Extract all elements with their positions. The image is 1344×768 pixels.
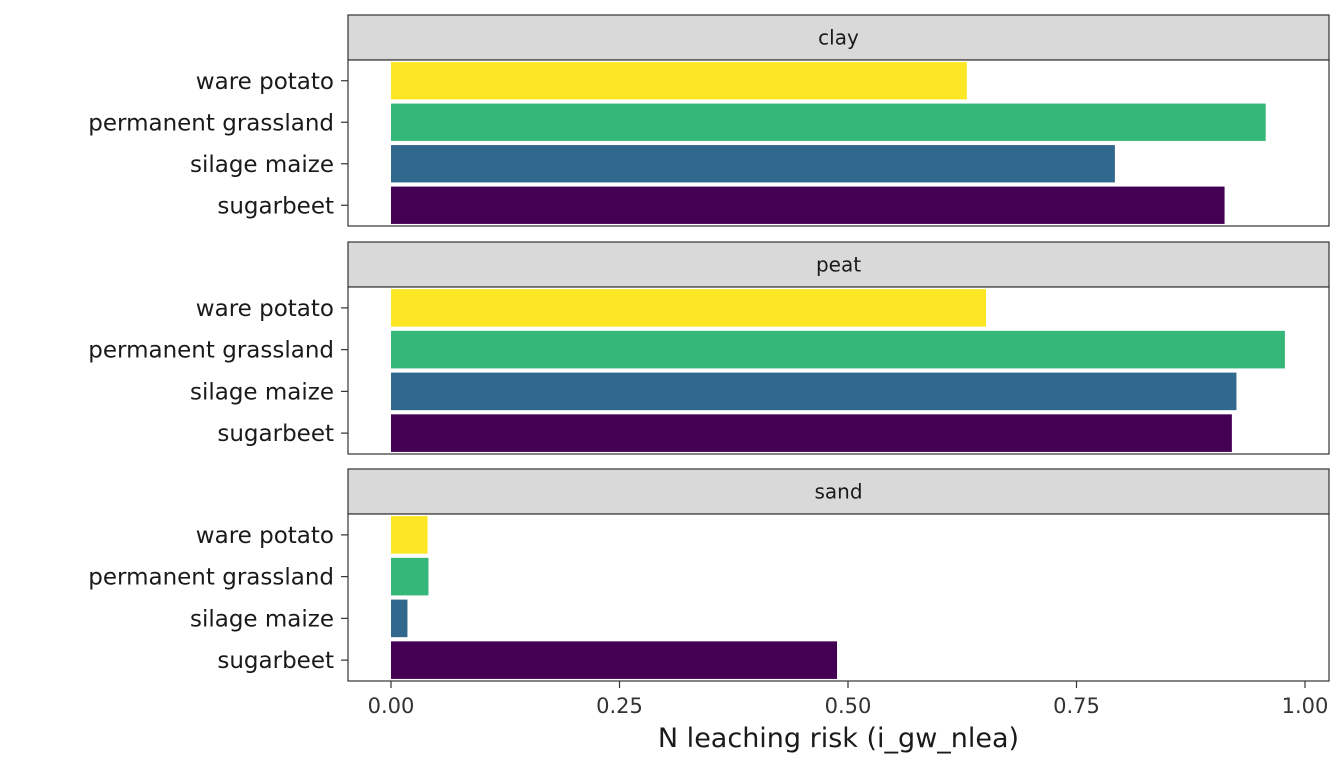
bar-sand-permanent-grassland <box>391 557 429 596</box>
bar-peat-ware-potato <box>391 289 987 327</box>
category-label: permanent grassland <box>88 338 334 364</box>
facet-strip-peat <box>347 241 1330 288</box>
facet-strip-label: clay <box>818 26 859 50</box>
facet-strip-sand <box>347 468 1330 515</box>
bar-clay-permanent-grassland <box>391 103 1266 141</box>
bar-sand-ware-potato <box>391 516 428 554</box>
category-label: permanent grassland <box>88 110 334 136</box>
x-tick-label: 0.50 <box>825 694 872 718</box>
category-label: ware potato <box>196 296 334 322</box>
category-label: sugarbeet <box>217 648 334 674</box>
bar-sand-sugarbeet <box>391 641 838 679</box>
category-label: sugarbeet <box>217 421 334 447</box>
bar-clay-silage-maize <box>391 145 1115 183</box>
facet-strip-clay <box>347 14 1330 61</box>
category-label: ware potato <box>196 69 334 95</box>
facet-strip-label: sand <box>814 480 862 504</box>
facet-strip-label: peat <box>816 253 861 277</box>
bar-clay-sugarbeet <box>391 186 1225 224</box>
category-label: permanent grassland <box>88 565 334 591</box>
bar-peat-silage-maize <box>391 372 1237 411</box>
bar-peat-permanent-grassland <box>391 330 1285 369</box>
x-tick-label: 1.00 <box>1282 694 1329 718</box>
bar-sand-silage-maize <box>391 599 408 638</box>
category-label: silage maize <box>190 379 334 405</box>
x-tick-label: 0.75 <box>1053 694 1100 718</box>
x-tick-label: 0.00 <box>368 694 415 718</box>
category-label: ware potato <box>196 523 334 549</box>
x-axis-title: N leaching risk (i_gw_nlea) <box>658 723 1019 754</box>
category-label: sugarbeet <box>217 193 334 219</box>
bar-clay-ware-potato <box>391 62 967 100</box>
category-label: silage maize <box>190 152 334 178</box>
category-label: silage maize <box>190 606 334 632</box>
x-tick-label: 0.25 <box>596 694 643 718</box>
bar-peat-sugarbeet <box>391 414 1232 452</box>
